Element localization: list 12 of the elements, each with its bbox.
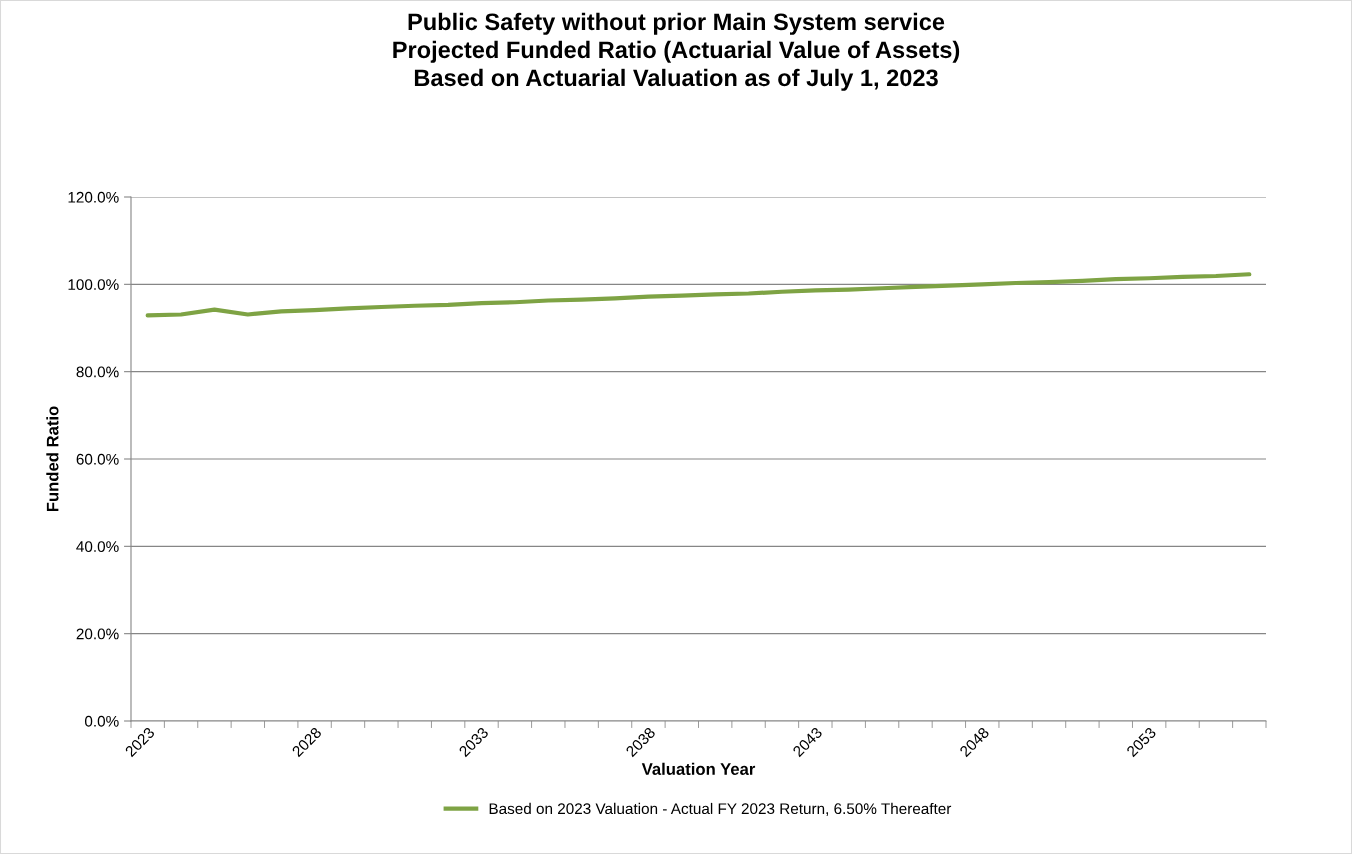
- chart-title: Public Safety without prior Main System service Projected Funded Ratio (Actuarial Value of Assets) Based on Actuarial Valuation as of July 1, 2023: [393, 12, 960, 91]
- y-tick-label: 80.0%: [76, 366, 119, 378]
- y-tick-label: 60.0%: [76, 453, 119, 465]
- x-axis-title: Valuation Year: [641, 762, 756, 775]
- y-tick-label: 100.0%: [68, 279, 119, 291]
- y-tick-label: 0.0%: [84, 715, 119, 727]
- y-tick-label: 40.0%: [76, 541, 119, 553]
- y-tick-label: 120.0%: [68, 191, 119, 203]
- y-axis-title: Funded Ratio: [46, 406, 59, 512]
- line-series: [145, 272, 1252, 318]
- legend-label: Based on 2023 Valuation - Actual FY 2023 Return, 6.50% Thereafter: [489, 802, 952, 816]
- y-tick-label: 20.0%: [76, 628, 119, 640]
